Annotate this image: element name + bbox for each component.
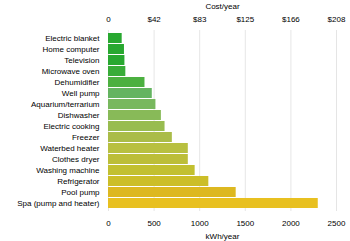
svg-text:$83: $83: [193, 15, 207, 24]
svg-text:Spa (pump and heater): Spa (pump and heater): [17, 199, 100, 208]
svg-text:Dishwasher: Dishwasher: [58, 111, 100, 120]
svg-text:Aquarium/terrarium: Aquarium/terrarium: [31, 100, 100, 109]
svg-text:Washing machine: Washing machine: [36, 166, 100, 175]
svg-text:Electric cooking: Electric cooking: [43, 122, 99, 131]
svg-text:0: 0: [106, 219, 111, 228]
svg-text:2500: 2500: [328, 219, 346, 228]
svg-text:Television: Television: [64, 56, 99, 65]
svg-text:Waterbed heater: Waterbed heater: [40, 144, 100, 153]
svg-text:$166: $166: [282, 15, 300, 24]
svg-text:1500: 1500: [236, 219, 254, 228]
svg-text:Home computer: Home computer: [43, 45, 100, 54]
svg-text:1000: 1000: [191, 219, 209, 228]
svg-text:2000: 2000: [282, 219, 300, 228]
svg-text:0: 0: [106, 15, 111, 24]
svg-text:Cost/year: Cost/year: [205, 2, 240, 11]
svg-text:Clothes dryer: Clothes dryer: [52, 155, 100, 164]
svg-text:kWh/year: kWh/year: [206, 232, 240, 241]
svg-text:Refrigerator: Refrigerator: [57, 177, 100, 186]
svg-text:500: 500: [147, 219, 161, 228]
svg-text:Pool pump: Pool pump: [61, 188, 100, 197]
svg-text:Freezer: Freezer: [72, 133, 100, 142]
svg-text:Electric blanket: Electric blanket: [45, 34, 100, 43]
svg-text:$42: $42: [147, 15, 161, 24]
svg-text:Dehumidifier: Dehumidifier: [55, 78, 100, 87]
svg-text:$208: $208: [328, 15, 346, 24]
svg-text:Microwave oven: Microwave oven: [42, 67, 100, 76]
svg-text:$125: $125: [236, 15, 254, 24]
svg-text:Well pump: Well pump: [62, 89, 100, 98]
